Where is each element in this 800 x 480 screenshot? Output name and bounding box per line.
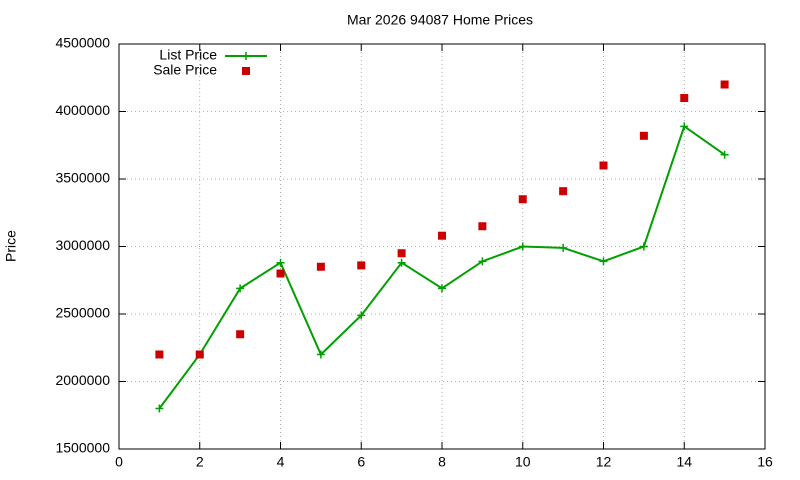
point-marker: [236, 330, 245, 339]
x-tick-label: 6: [357, 454, 365, 470]
point-marker: [720, 80, 729, 89]
point-marker: [639, 242, 648, 251]
legend-label: Sale Price: [153, 62, 217, 78]
point-marker: [559, 187, 568, 196]
x-tick-label: 4: [277, 454, 285, 470]
point-marker: [559, 243, 568, 252]
legend-swatch: [242, 67, 250, 75]
y-axis-label: Price: [3, 230, 19, 262]
point-marker: [680, 122, 689, 131]
y-tick-label: 3000000: [55, 237, 110, 253]
x-tick-label: 16: [757, 454, 773, 470]
x-tick-label: 12: [596, 454, 612, 470]
x-tick-label: 8: [438, 454, 446, 470]
point-marker: [438, 284, 446, 293]
point-marker: [438, 231, 446, 240]
point-marker: [357, 311, 366, 320]
y-tick-label: 4000000: [55, 102, 110, 118]
point-marker: [316, 262, 325, 271]
x-tick-label: 0: [115, 454, 123, 470]
plot-border: [118, 43, 766, 450]
y-tick-label: 2500000: [55, 305, 110, 321]
point-marker: [397, 249, 406, 258]
point-marker: [720, 150, 729, 159]
point-marker: [155, 350, 164, 359]
point-marker: [599, 257, 608, 266]
point-marker: [639, 131, 648, 140]
x-tick-label: 10: [515, 454, 531, 470]
point-marker: [680, 94, 689, 102]
y-tick-label: 2000000: [55, 372, 110, 388]
chart-title: Mar 2026 94087 Home Prices: [347, 12, 533, 28]
point-marker: [599, 161, 608, 170]
y-tick-label: 1500000: [55, 440, 110, 456]
y-tick-label: 3500000: [55, 170, 110, 186]
point-marker: [195, 350, 204, 359]
point-marker: [478, 222, 487, 231]
point-marker: [518, 195, 527, 204]
x-tick-label: 14: [676, 454, 692, 470]
y-tick-label: 4500000: [55, 35, 110, 51]
point-marker: [357, 261, 366, 270]
point-marker: [518, 242, 527, 251]
point-marker: [478, 257, 487, 266]
legend-swatch: [242, 52, 250, 60]
point-marker: [276, 258, 285, 267]
point-marker: [316, 350, 325, 359]
point-marker: [276, 269, 285, 278]
x-tick-label: 2: [196, 454, 204, 470]
point-marker: [236, 284, 245, 293]
point-marker: [155, 404, 164, 413]
legend-label: List Price: [159, 47, 217, 63]
point-marker: [397, 258, 406, 267]
